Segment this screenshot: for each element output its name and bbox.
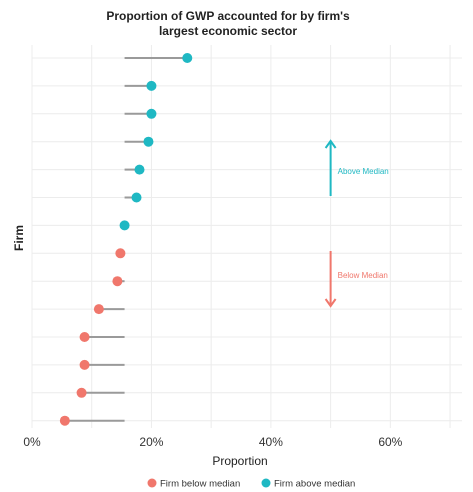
legend-label: Firm above median	[274, 479, 355, 490]
legend-swatch	[147, 478, 157, 488]
legend-swatch	[261, 478, 271, 488]
annotation-above-median: Above Median	[324, 139, 389, 196]
annotations: Above Median Below Median	[324, 139, 389, 308]
x-axis-ticks: 0% 20% 40% 60%	[23, 435, 402, 449]
point-series-0-point-1	[146, 80, 157, 91]
x-axis-title: Proportion	[212, 454, 267, 468]
point-series-1-point-4	[79, 359, 90, 370]
point-series-0-point-3	[143, 136, 154, 147]
legend-item-above: Firm above median	[261, 478, 355, 490]
y-axis-title: Firm	[12, 225, 26, 251]
stems	[64, 57, 188, 422]
x-tick-label: 20%	[139, 435, 163, 449]
annotation-label: Below Median	[338, 271, 388, 280]
annotation-below-median: Below Median	[324, 251, 388, 308]
point-series-1-point-2	[93, 304, 104, 315]
chart-title-line-1: Proportion of GWP accounted for by firm'…	[106, 9, 350, 23]
legend: Firm below median Firm above median	[147, 478, 355, 490]
point-series-1-point-6	[59, 415, 70, 426]
legend-label: Firm below median	[160, 479, 240, 490]
point-series-0-point-5	[131, 192, 142, 203]
point-series-1-point-3	[79, 332, 90, 342]
points	[59, 53, 193, 426]
point-series-1-point-0	[115, 248, 126, 259]
x-tick-label: 60%	[378, 435, 402, 449]
annotation-label: Above Median	[338, 167, 389, 176]
point-series-0-point-0	[182, 53, 193, 63]
point-series-1-point-1	[112, 276, 123, 287]
point-series-0-point-4	[134, 164, 145, 175]
x-tick-label: 40%	[259, 435, 283, 449]
arrowhead-up-icon	[324, 139, 337, 149]
chart-title: Proportion of GWP accounted for by firm'…	[106, 9, 350, 38]
chart-title-line-2: largest economic sector	[159, 24, 297, 38]
x-tick-label: 0%	[23, 435, 41, 449]
grid	[31, 45, 462, 428]
point-series-0-point-2	[146, 108, 157, 119]
point-series-0-point-6	[119, 220, 130, 231]
arrowhead-down-icon	[324, 298, 337, 308]
point-series-1-point-5	[76, 387, 87, 398]
legend-item-below: Firm below median	[147, 478, 240, 490]
